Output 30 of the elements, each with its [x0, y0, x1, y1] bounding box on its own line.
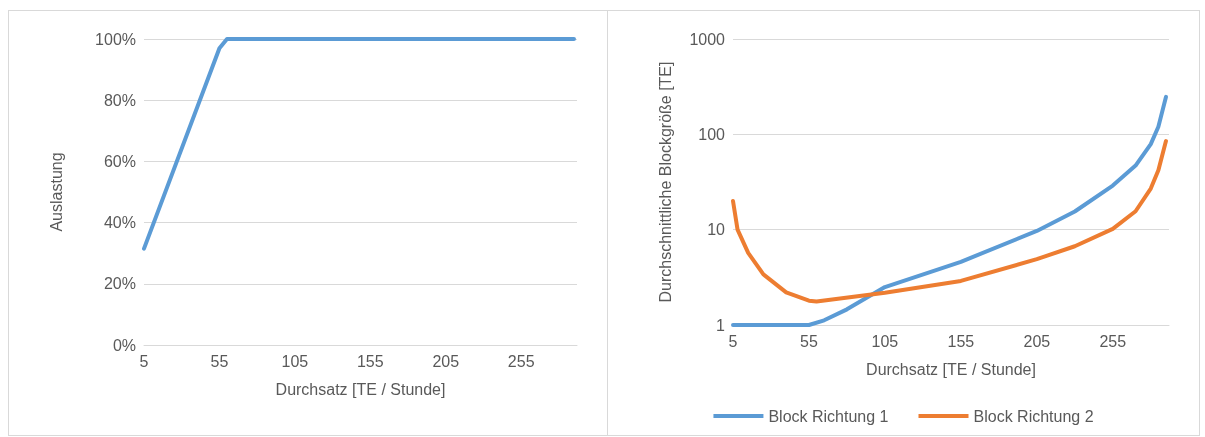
y-tick-label: 10: [707, 221, 726, 239]
y-axis-title: Auslastung: [47, 152, 65, 232]
x-tick-label: 55: [800, 332, 818, 350]
legend-label: Block Richtung 1: [768, 407, 889, 425]
y-tick-label: 40%: [103, 214, 136, 232]
x-tick-label: 105: [871, 332, 899, 350]
x-tick-label: 5: [728, 332, 738, 350]
x-tick-label: 255: [1099, 332, 1127, 350]
x-tick-label: 155: [947, 332, 975, 350]
x-tick-label: 5: [139, 352, 149, 370]
x-tick-label: 105: [281, 352, 309, 370]
y-axis-title: Durchschnittliche Blockgröße [TE]: [656, 61, 674, 303]
legend-label: Block Richtung 2: [973, 407, 1094, 425]
x-axis-title: Durchsatz [TE / Stunde]: [866, 360, 1036, 378]
line-series: [731, 94, 1168, 327]
x-axis-title: Durchsatz [TE / Stunde]: [275, 380, 446, 398]
x-tick-label: 205: [432, 352, 460, 370]
x-tick-label: 255: [507, 352, 535, 370]
x-tick-label: 55: [210, 352, 229, 370]
y-tick-label: 20%: [103, 275, 136, 293]
y-tick-label: 0%: [112, 336, 136, 354]
y-tick-label: 100%: [95, 30, 136, 48]
y-tick-label: 1000: [689, 30, 726, 48]
line-series: [731, 139, 1168, 304]
y-tick-label: 60%: [103, 152, 136, 170]
x-tick-label: 205: [1023, 332, 1051, 350]
x-tick-label: 155: [356, 352, 384, 370]
y-tick-label: 80%: [103, 91, 136, 109]
y-tick-label: 1: [716, 316, 726, 334]
y-tick-label: 100: [698, 125, 726, 143]
